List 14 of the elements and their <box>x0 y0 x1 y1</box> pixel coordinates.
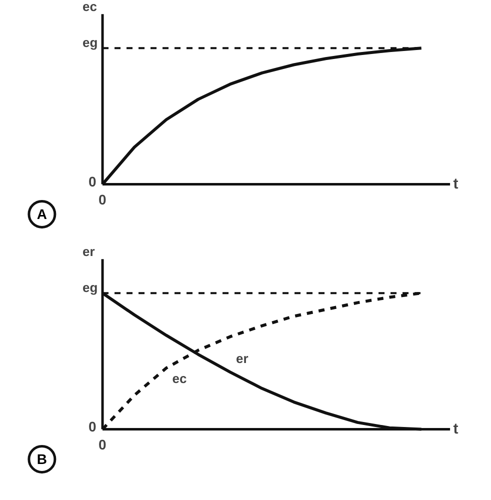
text: 0 <box>88 173 97 190</box>
text: 0 <box>88 418 97 434</box>
x-axis-title: t <box>453 175 458 192</box>
series-label: er <box>236 351 248 366</box>
y-axis-title: er <box>82 244 95 260</box>
text: 0 <box>98 191 107 208</box>
text: B <box>36 451 48 468</box>
y-axis-title: ec <box>82 0 97 14</box>
text: A <box>36 206 48 222</box>
ref-line-label: eg <box>82 35 98 50</box>
text: 0 <box>98 436 107 452</box>
ref-line-label: eg <box>82 280 98 296</box>
x-axis-title: t <box>453 420 458 438</box>
series-label: ec <box>172 371 187 386</box>
